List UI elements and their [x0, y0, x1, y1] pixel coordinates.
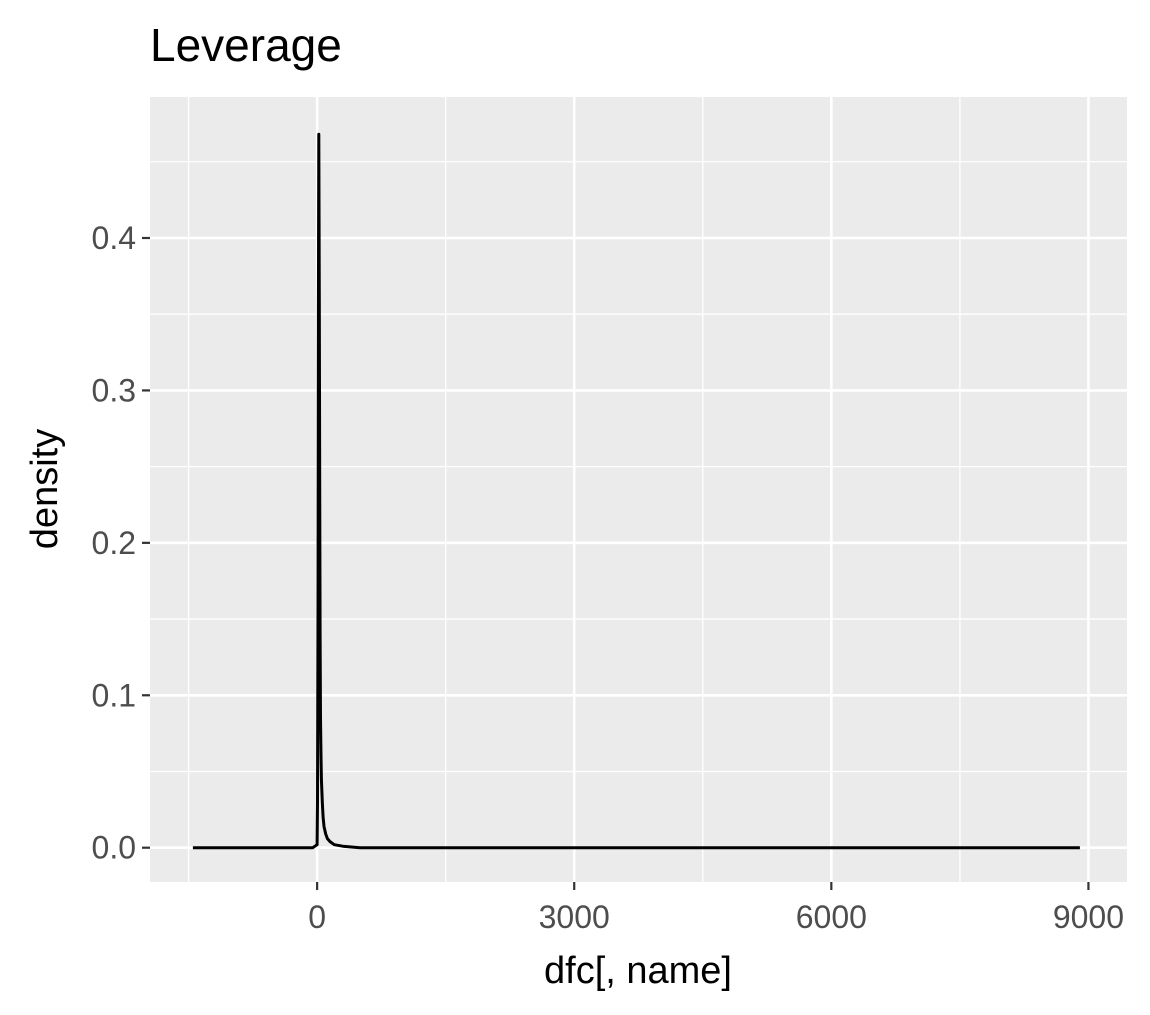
x-axis: 0 3000 6000 9000 [308, 882, 1124, 935]
x-tick-label: 0 [308, 899, 326, 935]
y-tick-label: 0.1 [92, 677, 136, 713]
x-axis-title: dfc[, name] [544, 950, 732, 992]
x-tick-label: 6000 [796, 899, 867, 935]
y-tick-label: 0.2 [92, 525, 136, 561]
plot-panel [150, 97, 1127, 882]
minor-gridlines [150, 97, 1127, 882]
x-tick-label: 9000 [1053, 899, 1124, 935]
density-curve [192, 132, 1080, 850]
y-tick-label: 0.4 [92, 220, 136, 256]
y-axis: 0.0 0.1 0.2 0.3 0.4 [92, 220, 150, 866]
y-tick-label: 0.3 [92, 372, 136, 408]
chart-title: Leverage [150, 19, 342, 71]
y-axis-title: density [24, 429, 66, 549]
x-tick-label: 3000 [539, 899, 610, 935]
y-tick-label: 0.0 [92, 830, 136, 866]
